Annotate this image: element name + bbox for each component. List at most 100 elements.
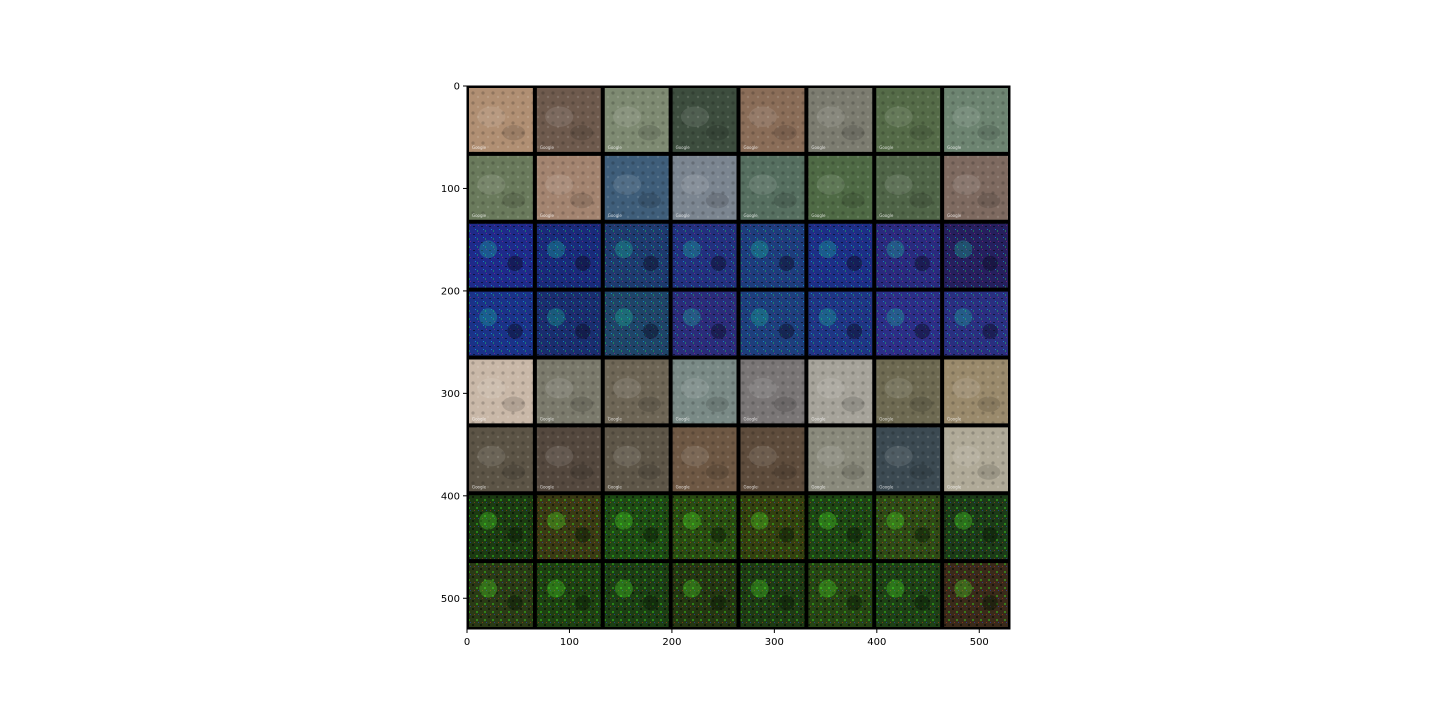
image-tile (808, 495, 873, 560)
image-tile: Google (944, 155, 1008, 220)
image-tile (536, 291, 601, 356)
tile-watermark: Google (676, 484, 691, 489)
tile-watermark: Google (811, 484, 826, 489)
y-tick-label: 200 (441, 286, 460, 297)
image-tile (469, 495, 533, 560)
image-tile: Google (944, 427, 1008, 492)
image-tile (604, 563, 669, 627)
image-tile (672, 223, 737, 288)
tile-watermark: Google (811, 213, 826, 218)
image-tile (536, 563, 601, 627)
image-tile: Google (944, 359, 1008, 424)
tile-watermark: Google (472, 484, 487, 489)
image-tile: Google (536, 155, 601, 220)
image-tile (672, 563, 737, 627)
tile-watermark: Google (811, 145, 826, 150)
tile-watermark: Google (947, 484, 962, 489)
tile-watermark: Google (676, 416, 691, 421)
y-tick-label: 100 (441, 184, 460, 195)
image-tile (604, 223, 669, 288)
tile-watermark: Google (540, 416, 555, 421)
image-tile: Google (604, 427, 669, 492)
image-tile: Google (876, 88, 941, 152)
image-tile (740, 563, 805, 627)
image-tile (672, 495, 737, 560)
image-tile (876, 223, 941, 288)
image-tile: Google (740, 359, 805, 424)
tile-watermark: Google (608, 484, 623, 489)
image-tile (740, 291, 805, 356)
tile-watermark: Google (608, 416, 623, 421)
axes-frame (466, 85, 1011, 630)
image-tile (808, 563, 873, 627)
image-tile (944, 291, 1008, 356)
image-tile (944, 495, 1008, 560)
image-tile (944, 563, 1008, 627)
image-tile: Google (740, 427, 805, 492)
x-tick-label: 0 (464, 637, 470, 648)
image-tile (808, 291, 873, 356)
x-tick-label: 400 (867, 637, 886, 648)
image-tile: Google (672, 155, 737, 220)
tile-watermark: Google (608, 145, 623, 150)
tile-watermark: Google (472, 416, 487, 421)
image-tile: Google (604, 88, 669, 152)
tile-watermark: Google (472, 145, 487, 150)
tile-watermark: Google (676, 213, 691, 218)
image-tile: Google (672, 88, 737, 152)
y-tick-label: 400 (441, 491, 460, 502)
tile-watermark: Google (744, 145, 759, 150)
image-tiles: Google Google Google Google Google Google Goog… (469, 88, 1008, 627)
image-tile (604, 291, 669, 356)
tile-watermark: Google (879, 145, 894, 150)
tile-watermark: Google (744, 484, 759, 489)
image-tile (808, 223, 873, 288)
image-tile: Google (536, 88, 601, 152)
image-tile: Google (469, 427, 533, 492)
image-tile: Google (740, 155, 805, 220)
image-tile: Google (536, 427, 601, 492)
image-tile (469, 563, 533, 627)
image-tile: Google (740, 88, 805, 152)
image-tile (740, 223, 805, 288)
tile-watermark: Google (879, 484, 894, 489)
image-tile: Google (876, 359, 941, 424)
image-tile: Google (604, 359, 669, 424)
axes: 0 100 200 300 400 500 0 100 200 300 400 500 (441, 82, 1011, 648)
tile-watermark: Google (540, 145, 555, 150)
y-tick-label: 0 (454, 82, 460, 93)
image-tile (469, 223, 533, 288)
image-tile (876, 563, 941, 627)
tile-watermark: Google (879, 416, 894, 421)
image-tile: Google (469, 88, 533, 152)
tile-watermark: Google (811, 416, 826, 421)
image-tile: Google (672, 359, 737, 424)
image-tile (672, 291, 737, 356)
image-tile: Google (808, 359, 873, 424)
x-tick-label: 300 (765, 637, 784, 648)
tile-watermark: Google (472, 213, 487, 218)
tile-watermark: Google (540, 484, 555, 489)
image-tile: Google (672, 427, 737, 492)
image-tile: Google (469, 359, 533, 424)
x-tick-label: 200 (662, 637, 681, 648)
image-tile: Google (536, 359, 601, 424)
x-tick-label: 100 (560, 637, 579, 648)
x-tick-label: 500 (970, 637, 989, 648)
tile-watermark: Google (744, 416, 759, 421)
y-tick-label: 500 (441, 594, 460, 605)
image-tile: Google (876, 155, 941, 220)
image-tile: Google (808, 88, 873, 152)
tile-watermark: Google (879, 213, 894, 218)
tile-watermark: Google (744, 213, 759, 218)
image-tile (536, 223, 601, 288)
image-tile (604, 495, 669, 560)
tile-watermark: Google (676, 145, 691, 150)
tile-watermark: Google (947, 213, 962, 218)
image-tile: Google (876, 427, 941, 492)
tile-watermark: Google (540, 213, 555, 218)
image-tile: Google (604, 155, 669, 220)
image-tile (469, 291, 533, 356)
y-tick-label: 300 (441, 389, 460, 400)
